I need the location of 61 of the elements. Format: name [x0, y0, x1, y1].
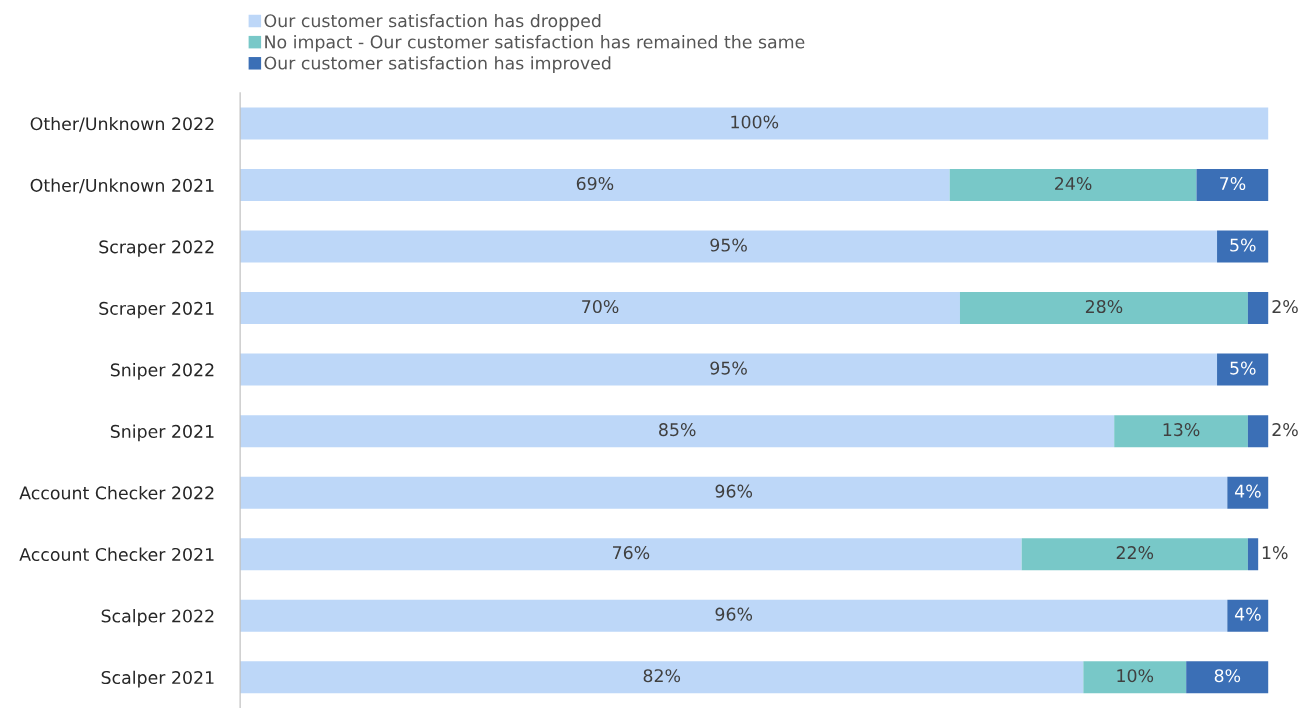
legend-label: Our customer satisfaction has dropped — [264, 13, 601, 31]
bar — [1114, 415, 1248, 448]
data-label: 10% — [1117, 669, 1154, 683]
data-label: 1% — [1262, 546, 1288, 560]
data-label: 96% — [715, 484, 753, 498]
bar — [240, 169, 950, 202]
data-label: 22% — [1116, 546, 1154, 560]
data-label: 5% — [1230, 238, 1256, 252]
bar — [1217, 353, 1269, 386]
y-tick-label: Scalper 2022 — [101, 609, 214, 626]
y-tick-label: Sniper 2021 — [110, 424, 214, 442]
y-tick-label: Scraper 2021 — [99, 301, 214, 319]
legend-label: Our customer satisfaction has improved — [264, 56, 611, 73]
data-label: 70% — [582, 299, 619, 314]
data-label: 5% — [1230, 361, 1256, 375]
data-label: 4% — [1234, 607, 1261, 621]
bar — [1227, 599, 1269, 632]
data-label: 2% — [1272, 299, 1298, 314]
bar — [1247, 415, 1269, 448]
bar — [1083, 661, 1187, 694]
data-label: 28% — [1085, 299, 1123, 314]
y-tick-label: Sniper 2022 — [110, 363, 214, 380]
y-tick-label: Account Checker 2022 — [19, 486, 214, 500]
bar — [1196, 169, 1269, 202]
data-label: 7% — [1220, 176, 1246, 191]
bar — [240, 661, 1084, 694]
data-label: 95% — [710, 238, 747, 252]
bar — [240, 599, 1228, 632]
data-label: 76% — [613, 546, 650, 560]
y-tick-label: Scalper 2021 — [101, 670, 214, 688]
y-tick-label: Other/Unknown 2022 — [30, 116, 214, 132]
data-label: 82% — [643, 669, 681, 683]
data-label: 13% — [1163, 423, 1200, 437]
bar — [240, 107, 1269, 140]
bar — [240, 292, 960, 325]
data-label: 96% — [715, 607, 753, 621]
bar — [240, 230, 1218, 263]
data-label: 85% — [659, 423, 696, 437]
data-label: 95% — [710, 361, 747, 375]
data-label: 24% — [1055, 176, 1092, 191]
bar — [240, 538, 1022, 571]
bar — [1186, 661, 1269, 694]
data-label: 2% — [1272, 423, 1298, 437]
bar — [1247, 538, 1259, 571]
legend-label: No impact - Our customer satisfaction has remained the same — [265, 35, 805, 52]
bar — [1247, 292, 1269, 325]
data-label: 69% — [576, 176, 614, 191]
bar — [949, 169, 1197, 202]
data-label: 4% — [1234, 484, 1261, 498]
data-label: 8% — [1214, 669, 1241, 683]
bar — [240, 415, 1115, 448]
bar — [1217, 230, 1269, 263]
y-tick-label: Account Checker 2021 — [19, 547, 214, 562]
y-tick-label: Scraper 2022 — [99, 240, 214, 257]
bar — [240, 476, 1228, 509]
data-label: 100% — [731, 115, 779, 129]
y-tick-label: Other/Unknown 2021 — [30, 178, 214, 194]
bar — [1021, 538, 1248, 571]
bar — [240, 353, 1218, 386]
bar — [1227, 476, 1269, 509]
bar — [959, 292, 1248, 325]
